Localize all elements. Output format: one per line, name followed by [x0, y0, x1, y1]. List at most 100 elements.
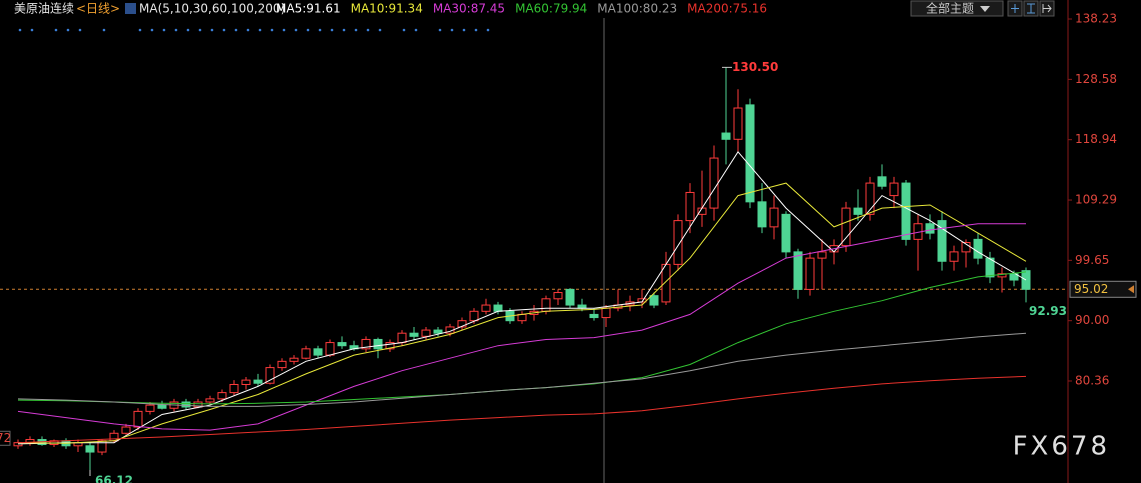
low-label: 66.12 [95, 474, 133, 483]
legend-entry: MA30:87.45 [433, 2, 505, 16]
candle-body [661, 263, 671, 303]
theme-label: 全部主题 [926, 1, 974, 16]
candle-body [949, 251, 959, 262]
last-price-label: 95.02 [1074, 282, 1108, 296]
watermark: FX678 [1013, 432, 1110, 462]
last-low-label: 92.93 [1029, 304, 1067, 318]
candle-body [901, 182, 911, 240]
signal-dots [18, 28, 490, 32]
candle-body [289, 357, 299, 362]
candle-body [421, 329, 431, 337]
candle-body [817, 251, 827, 259]
candle-body [157, 404, 167, 409]
y-tick-label: 90.00 [1075, 313, 1109, 327]
candle-body [553, 292, 563, 300]
candle-body [229, 383, 239, 394]
candle-body [781, 213, 791, 253]
dropdown-arrow [980, 6, 990, 12]
last-price-box [1069, 280, 1137, 298]
legend-entry: MA60:79.94 [515, 2, 587, 16]
y-tick-label: 109.29 [1075, 193, 1117, 207]
candle-body [301, 348, 311, 359]
candle-body [985, 257, 995, 278]
legend-entry: MA200:75.16 [687, 2, 767, 16]
period: <日线> [76, 2, 120, 16]
toolbar: 全部主题 [910, 0, 1055, 17]
candle-body [277, 360, 287, 369]
candle-body [793, 251, 803, 290]
header: 美原油连续 <日线> MA(5,10,30,60,100,200) [14, 1, 285, 16]
candle-body [181, 401, 191, 408]
candle-body [541, 298, 551, 312]
candle-body [517, 313, 527, 322]
instrument-name: 美原油连续 [14, 1, 74, 16]
candle-body [997, 273, 1007, 278]
candle-body [313, 348, 323, 356]
indicator-icon[interactable] [125, 3, 136, 14]
candle-body [673, 220, 683, 265]
y-tick-label: 138.23 [1075, 12, 1117, 26]
legend-entry: MA5:91.61 [276, 2, 341, 16]
last-price-marker [1128, 285, 1134, 294]
candle-body [133, 410, 143, 428]
left-edge-box [0, 430, 11, 446]
candle-body [565, 288, 575, 306]
candle-body [589, 313, 599, 319]
candle-body [97, 440, 107, 453]
candle-body [145, 404, 155, 412]
candle-body [649, 295, 659, 306]
candle-body [853, 207, 863, 215]
candle-body [937, 220, 947, 262]
theme-dropdown[interactable] [910, 0, 1004, 17]
ma-line [17, 332, 1027, 407]
candle-body [685, 191, 695, 222]
ma-line [17, 375, 1027, 444]
candle-body [397, 332, 407, 344]
candle-body [805, 257, 815, 290]
ma-line [17, 182, 1027, 444]
candle-body [973, 238, 983, 259]
ma-line [17, 223, 1026, 431]
legend-entry: MA10:91.34 [351, 2, 423, 16]
candle-body [865, 182, 875, 215]
y-tick-label: 128.58 [1075, 72, 1117, 86]
candle-body [85, 445, 95, 453]
candle-body [205, 398, 215, 403]
candle-body [373, 338, 383, 350]
y-tick-label: 99.65 [1075, 253, 1109, 267]
candle-body [217, 392, 227, 400]
candle-body [733, 107, 743, 140]
candle-body [433, 329, 443, 334]
candle-body [385, 342, 395, 350]
candle-body [481, 304, 491, 312]
legend-entry: MA100:80.23 [597, 2, 677, 16]
candle-body [337, 342, 347, 347]
candle-body [493, 304, 503, 312]
candle-body [457, 320, 467, 328]
candle-body [253, 379, 263, 384]
candle-body [889, 182, 899, 197]
candle-body [361, 338, 371, 350]
candle-body [877, 176, 887, 187]
candle-body [409, 332, 419, 337]
candle-body [325, 342, 335, 356]
y-tick-label: 118.94 [1075, 132, 1117, 146]
candle-body [601, 307, 611, 319]
candle-body [757, 201, 767, 228]
candle-body [265, 367, 275, 384]
y-tick-label: 80.36 [1075, 373, 1109, 387]
left-edge-label: 72 [0, 431, 11, 445]
high-label: 130.50 [732, 60, 778, 74]
candle-body [721, 132, 731, 140]
candle-body [121, 426, 131, 434]
tool-icon [1011, 4, 1019, 13]
tool-icon [1027, 3, 1035, 14]
candle-body [745, 104, 755, 203]
candle-body [841, 207, 851, 247]
ma-line [17, 150, 1027, 445]
indicator-name: MA(5,10,30,60,100,200) [139, 2, 285, 16]
candle-body [925, 223, 935, 234]
tool-icon [1042, 4, 1052, 13]
candle-body [709, 157, 719, 209]
